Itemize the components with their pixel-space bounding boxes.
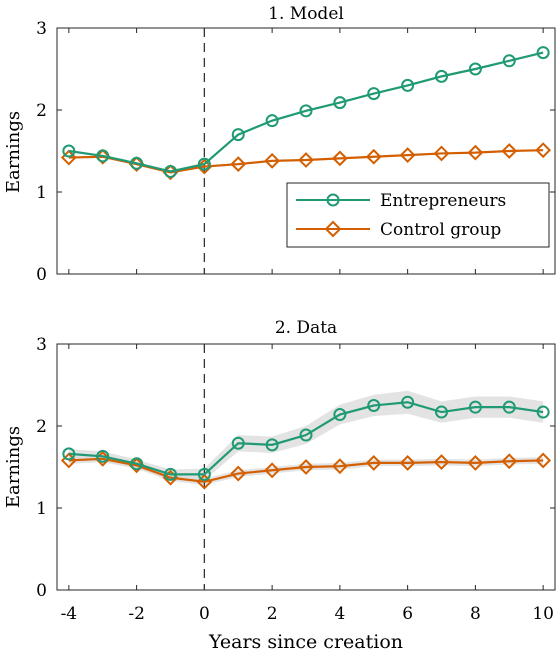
y-tick-label: 1 [36,183,47,203]
data-point-entrepreneurs [96,149,110,163]
x-tick-label: 4 [334,604,345,624]
data-point-entrepreneurs [536,46,550,60]
data-point-entrepreneurs [367,87,381,101]
y-tick-label: 1 [36,499,47,519]
data-point-entrepreneurs [130,457,144,471]
panel-model-axes-box [56,27,556,275]
data-point-control-group [501,143,518,159]
data-point-control-group [433,145,450,162]
data-point-control-group [433,454,450,470]
data-point-control-group [264,152,281,169]
data-point-control-group [399,454,416,471]
y-tick-label: 0 [36,581,47,601]
panel-data: 2. Data Earnings 0 1 2 3 -4 -2 0 2 4 6 8 10 Years s… [3,318,556,653]
data-point-entrepreneurs [96,449,110,463]
legend: Entrepreneurs Control group [286,182,550,248]
data-point-control-group [162,469,179,486]
y-tick-label: 2 [36,101,47,121]
data-point-control-group [331,458,348,475]
data-point-control-group [501,453,518,470]
data-point-control-group [399,147,416,164]
x-tick-label: 2 [267,604,278,624]
x-tick-label: 8 [470,604,481,624]
data-point-entrepreneurs [333,408,347,422]
data-point-control-group [467,454,484,471]
x-tick-label: -4 [61,604,78,624]
series-line-entrepreneurs [68,51,544,173]
data-point-entrepreneurs [468,400,482,414]
data-point-control-group [298,152,314,168]
data-point-control-group [230,156,247,173]
data-point-entrepreneurs [401,78,415,92]
data-point-entrepreneurs [502,400,516,414]
data-point-entrepreneurs [231,128,245,142]
series-line-control-group [68,457,544,483]
x-tick-label: 0 [199,604,210,624]
data-point-entrepreneurs [468,62,482,76]
y-tick-label: 3 [36,19,47,39]
x-tick-label: 10 [532,604,554,624]
data-point-entrepreneurs [62,144,76,158]
panel-data-plot-area: 0 1 2 3 -4 -2 0 2 4 6 8 10 [36,335,556,624]
data-point-control-group [298,459,314,475]
legend-marker-control-group [324,220,342,238]
data-point-entrepreneurs [197,467,211,481]
data-point-entrepreneurs [502,54,516,68]
data-point-entrepreneurs [536,405,550,419]
panel-model-title: 1. Model [268,4,344,24]
data-point-control-group [230,465,247,482]
x-axis-label: Years since creation [208,631,403,653]
panel-model: 1. Model Earnings 0 1 2 3 Entrepreneurs Con… [3,4,556,285]
data-point-control-group [365,454,382,471]
data-point-entrepreneurs [163,467,177,481]
data-point-control-group [535,142,552,159]
data-point-entrepreneurs [265,114,279,128]
data-point-control-group [331,150,348,167]
data-point-entrepreneurs [299,104,313,118]
legend-label-control-group: Control group [380,220,501,240]
panel-model-plot-area: 0 1 2 3 [36,19,556,285]
data-point-entrepreneurs [62,447,76,461]
panel-data-title: 2. Data [275,318,337,338]
legend-box [286,182,550,248]
legend-label-entrepreneurs: Entrepreneurs [380,191,506,211]
data-point-entrepreneurs [299,428,313,442]
data-point-entrepreneurs [435,69,449,83]
series-line-entrepreneurs [68,401,544,476]
data-point-entrepreneurs [333,96,347,110]
panel-model-ylabel: Earnings [3,111,24,193]
y-tick-label: 0 [36,265,47,285]
data-point-control-group [365,148,382,165]
data-point-entrepreneurs [265,438,279,452]
x-tick-label: -2 [128,604,145,624]
y-tick-label: 3 [36,335,47,355]
data-point-control-group [264,462,281,479]
data-point-entrepreneurs [197,157,211,171]
panel-data-ylabel: Earnings [3,426,24,508]
data-point-control-group [467,144,484,161]
y-tick-label: 2 [36,417,47,437]
data-point-entrepreneurs [367,399,381,412]
panel-data-axes-box [56,343,556,591]
data-point-control-group [196,473,213,490]
x-tick-label: 6 [402,604,413,624]
legend-marker-entrepreneurs [326,193,340,207]
data-point-entrepreneurs [130,156,144,170]
data-point-entrepreneurs [435,405,449,419]
data-point-control-group [535,452,552,469]
data-point-entrepreneurs [401,395,415,409]
data-point-entrepreneurs [231,436,245,450]
data-point-entrepreneurs [163,165,177,178]
